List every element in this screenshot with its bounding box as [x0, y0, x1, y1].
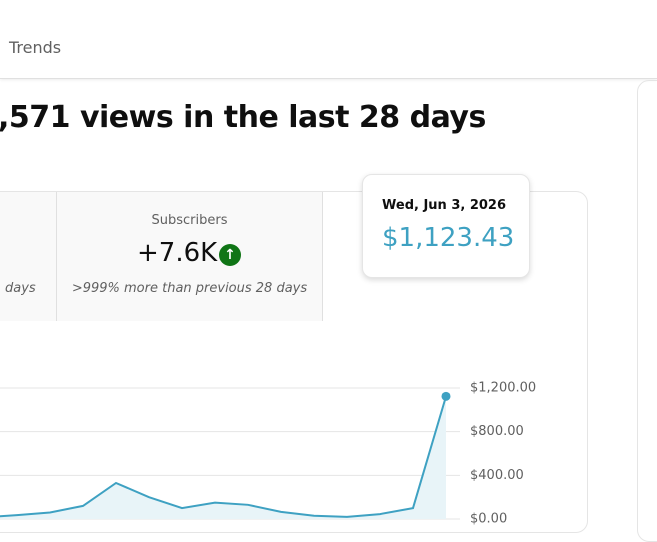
y-tick-label: $400.00: [470, 468, 524, 483]
headline: ,571 views in the last 28 days: [0, 100, 486, 135]
card-subtitle: days: [5, 281, 36, 296]
tooltip: Wed, Jun 3, 2026 $1,123.43: [362, 174, 530, 278]
point: [441, 391, 451, 401]
y-tick-label: $800.00: [470, 424, 524, 439]
y-tick-label: $1,200.00: [470, 381, 536, 396]
tooltip-value: $1,123.43: [382, 223, 515, 253]
tooltip-date: Wed, Jun 3, 2026: [382, 198, 507, 213]
top-bar: [0, 0, 657, 79]
line: [0, 396, 447, 518]
y-tick-label: $0.00: [470, 512, 507, 526]
chart: $0.00 $400.00 $800.00 $1,200.00: [0, 381, 536, 526]
up-icon: ↑: [219, 244, 241, 266]
metric-card[interactable]: days: [0, 192, 57, 321]
metric-card[interactable]: Subscribers +7.6K ↑ >999% more than prev…: [57, 192, 323, 321]
tab[interactable]: Trends: [9, 38, 62, 57]
area: [0, 396, 446, 519]
card-subtitle: >999% more than previous 28 days: [71, 281, 308, 296]
card-value: +7.6K: [137, 238, 218, 268]
card-title: Subscribers: [151, 213, 228, 228]
